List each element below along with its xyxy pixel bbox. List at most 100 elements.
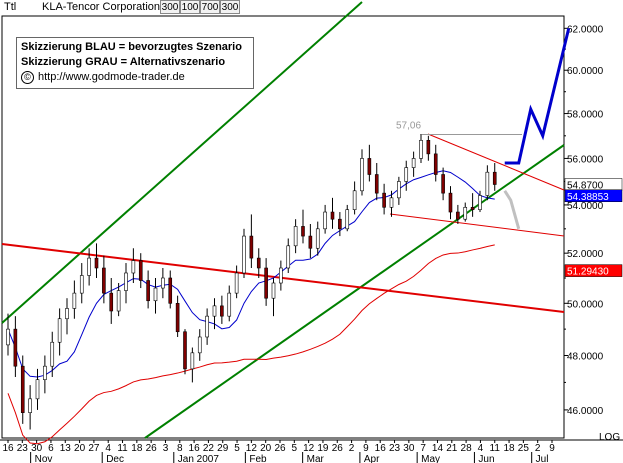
candle-body: [478, 195, 482, 210]
last-value-label: 51.29430: [567, 267, 609, 278]
x-tick-label: 25: [518, 443, 530, 454]
candle-body: [94, 257, 99, 269]
timeframe-button-2[interactable]: 100: [180, 0, 200, 14]
x-tick-label: 9: [363, 443, 369, 454]
x-tick-label: 20: [74, 443, 86, 454]
x-month-label: Feb: [249, 454, 267, 463]
x-tick-label: 26: [332, 443, 344, 454]
x-tick-label: 2: [535, 443, 541, 454]
x-tick-label: 22: [203, 443, 215, 454]
candle-body: [124, 272, 128, 291]
y-tick-label: 58.0000: [567, 110, 604, 121]
timeframe-button-1[interactable]: 300: [160, 0, 180, 14]
candle-body: [153, 287, 158, 302]
candle-body: [323, 211, 327, 230]
axis-unit-label: LOG: [599, 432, 620, 443]
x-tick-label: 28: [461, 443, 473, 454]
candle-body: [271, 282, 276, 299]
x-month-label: Jun: [478, 454, 494, 463]
candle-body: [256, 257, 261, 269]
moving-average-red: [7, 244, 495, 445]
candle-body: [374, 174, 379, 194]
candle-body: [448, 192, 453, 213]
y-tick-label: 62.0000: [567, 24, 604, 35]
candle-body: [389, 197, 394, 208]
x-tick-label: 13: [60, 443, 72, 454]
candle-body: [382, 192, 386, 208]
candle-body: [13, 328, 18, 367]
candle-body: [441, 174, 445, 194]
candle-body: [87, 257, 91, 276]
chart-title: KLA-Tencor Corporation: [42, 1, 161, 13]
candle-body: [65, 308, 69, 320]
x-tick-label: 26: [274, 443, 286, 454]
candle-body: [330, 211, 335, 220]
x-tick-label: 6: [48, 443, 54, 454]
timeframe-button-4[interactable]: 300: [220, 0, 240, 14]
candle-body: [419, 139, 423, 159]
candle-body: [220, 305, 224, 317]
y-tick-label: 54.0000: [567, 201, 604, 212]
y-tick-label: 52.0000: [567, 249, 604, 260]
candle-body: [367, 158, 372, 175]
legend-line-gray: Skizzierung GRAU = Alternativszenario: [21, 56, 226, 68]
candle-body: [116, 290, 121, 312]
candle-body: [183, 331, 187, 370]
last-value-label: 54.8700: [567, 180, 604, 191]
candle-body: [234, 272, 239, 294]
timeframe-button-3[interactable]: 700: [200, 0, 220, 14]
candle-body: [463, 206, 468, 220]
projection-gray: [503, 189, 521, 230]
x-month-label: Nov: [35, 454, 53, 463]
x-tick-label: 19: [317, 443, 329, 454]
x-tick-label: 29: [217, 443, 229, 454]
last-value-box: [564, 264, 623, 277]
candle-body: [20, 365, 25, 413]
upper-green-channel-line: [1, 1, 363, 324]
candle-body: [146, 280, 150, 302]
candle-body: [315, 228, 320, 249]
x-tick-label: 5: [292, 443, 298, 454]
projection-blue: [504, 27, 571, 165]
candle-body: [433, 153, 438, 175]
last-value-label: 54.38853: [567, 192, 609, 203]
x-tick-label: 3: [163, 443, 169, 454]
x-tick-label: 18: [131, 443, 143, 454]
x-month-label: Mar: [307, 454, 325, 463]
candle-body: [6, 328, 10, 346]
x-tick-label: 20: [260, 443, 272, 454]
moving-average-blue: [7, 170, 495, 378]
x-tick-label: 2: [349, 443, 355, 454]
ticker-label: Ttl: [4, 1, 17, 13]
x-tick-label: 23: [389, 443, 401, 454]
candle-body: [456, 211, 460, 220]
candle-body: [338, 218, 342, 230]
candle-body: [212, 305, 217, 317]
candle-body: [161, 277, 165, 289]
x-tick-label: 12: [246, 443, 258, 454]
candle-body: [301, 226, 305, 237]
candle-body: [360, 158, 364, 192]
candle-body: [190, 352, 195, 370]
legend-box: Skizzierung BLAU = bevorzugtes Szenario …: [16, 37, 254, 89]
candle-body: [485, 171, 490, 196]
candle-body: [264, 267, 268, 299]
x-month-label: Apr: [364, 454, 380, 463]
candle-body: [131, 260, 136, 274]
candle-body: [168, 277, 173, 304]
candle-body: [397, 181, 401, 199]
candle-body: [102, 267, 106, 294]
candle-body: [426, 139, 431, 155]
plot-frame: [1, 15, 565, 439]
x-tick-label: 16: [375, 443, 387, 454]
red-lower-trend-line: [389, 213, 565, 237]
legend-link[interactable]: http://www.godmode-trader.de: [38, 71, 185, 83]
x-tick-label: 14: [432, 443, 444, 454]
candle-body: [242, 235, 246, 274]
x-tick-label: 30: [31, 443, 43, 454]
high-level-label: 57,06: [396, 120, 421, 131]
candle-body: [492, 171, 497, 185]
candle-body: [197, 336, 202, 354]
candle-body: [79, 275, 84, 294]
